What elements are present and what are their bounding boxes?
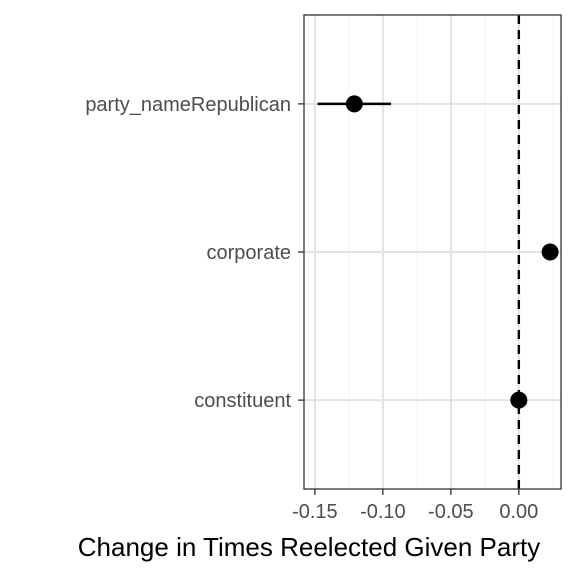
x-tick-label: -0.05 (428, 501, 474, 523)
y-tick-label: corporate (207, 242, 292, 264)
data-marks (317, 95, 559, 409)
x-tick-label: 0.00 (499, 501, 538, 523)
y-tick-label: party_nameRepublican (85, 94, 291, 116)
point-corporate (541, 243, 559, 261)
y-tick-label: constituent (194, 390, 291, 412)
x-tick-label: -0.15 (292, 501, 338, 523)
x-tick-label: -0.10 (360, 501, 406, 523)
point-constituent (510, 391, 528, 409)
x-axis-title: Change in Times Reelected Given Party (78, 532, 540, 562)
axes: -0.15 -0.10 -0.05 0.00 party_nameRepublicanc… (85, 94, 538, 523)
point-party_nameRepublican (345, 95, 363, 113)
